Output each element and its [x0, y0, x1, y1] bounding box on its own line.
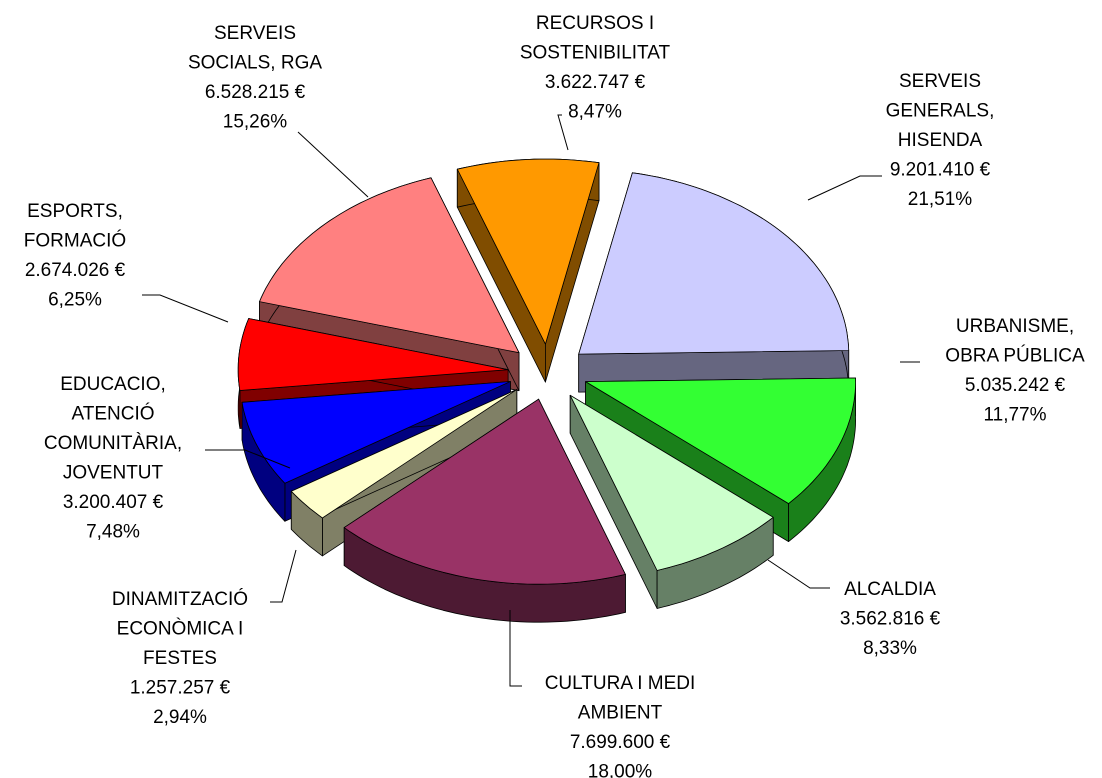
amount-label: 3.200.407 € [63, 492, 164, 513]
slice-label: SERVEIS [214, 23, 296, 44]
leader-line [270, 549, 297, 603]
slice-label: FORMACIÓ [24, 230, 126, 252]
slice-label: ESPORTS, [27, 201, 123, 222]
slice-label: CULTURA I MEDI [545, 673, 696, 694]
value-label: 8,33% [863, 638, 917, 659]
slice-group [290, 389, 518, 557]
slice [578, 172, 850, 355]
amount-label: 3.562.816 € [840, 609, 941, 630]
leader-line [509, 610, 522, 687]
value-label: 18,00% [588, 762, 653, 778]
amount-label: 6.528.215 € [205, 82, 306, 103]
slice-label: RECURSOS I [536, 13, 654, 34]
value-label: 6,25% [48, 290, 102, 311]
slice [569, 394, 774, 571]
slice-label: SOCIALS, RGA [188, 53, 322, 74]
amount-label: 7.699.600 € [570, 732, 671, 753]
labels: SERVEIS GENERALS, HISENDA 9.201.410 € 21,51%… [24, 13, 1085, 778]
slice-label: AMBIENT [578, 703, 663, 724]
slice [456, 158, 600, 345]
leader-line [297, 131, 369, 198]
leader-line [205, 449, 291, 469]
leader-line [767, 559, 830, 589]
leader-line [557, 114, 569, 151]
slice [237, 318, 509, 391]
amount-label: 5.035.242 € [965, 375, 1066, 396]
amount-label: 1.257.257 € [130, 678, 231, 699]
slice-group [569, 394, 774, 609]
slice-label: HISENDA [898, 130, 983, 151]
pie [237, 158, 856, 623]
leader-line [142, 294, 229, 323]
value-label: 21,51% [908, 189, 973, 210]
value-label: 8,47% [568, 102, 622, 123]
slice-group [343, 398, 626, 623]
amount-label: 9.201.410 € [890, 160, 991, 181]
slice-label: JOVENTUT [63, 463, 164, 484]
slice [290, 389, 518, 519]
slice-label: FESTES [143, 648, 217, 669]
slice-label: SERVEIS [899, 71, 981, 92]
slice-label: SOSTENIBILITAT [520, 43, 671, 64]
slice-label: ALCALDIA [844, 579, 936, 600]
slice-label: ATENCIÓ [71, 403, 154, 425]
slice-label: ECONÒMICA I [117, 618, 244, 640]
value-label: 15,26% [223, 112, 288, 133]
slice-label: OBRA PÚBLICA [945, 345, 1085, 367]
value-label: 2,94% [153, 707, 207, 728]
slice [585, 377, 856, 505]
slice-label: URBANISME, [956, 316, 1074, 337]
slice-label: EDUCACIO, [60, 374, 166, 395]
slice-group [456, 158, 600, 383]
slice [241, 381, 511, 484]
value-label: 11,77% [983, 405, 1046, 426]
slice-group [578, 172, 850, 393]
slice-label: DINAMITZACIÓ [112, 588, 248, 610]
amount-label: 3.622.747 € [545, 72, 646, 93]
slice-label: COMUNITÀRIA, [44, 433, 182, 454]
leader-line [807, 175, 882, 201]
value-label: 7,48% [86, 522, 140, 543]
slice-label: GENERALS, [886, 101, 995, 122]
slice [343, 398, 626, 585]
amount-label: 2.674.026 € [25, 260, 126, 281]
slice [259, 177, 520, 354]
